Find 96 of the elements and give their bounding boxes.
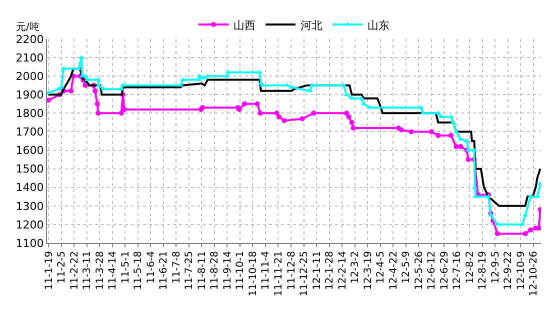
point (494, 231, 500, 236)
x-tick-label: 11-1-19 (44, 251, 55, 290)
x-tick-label: 12-1-28 (324, 251, 336, 290)
y-tick-label: 1600 (16, 144, 44, 158)
x-tick-label: 12-6-29 (439, 251, 450, 290)
x-tick-label: 11-10-1 (235, 251, 246, 290)
x-tick-label: 11-8-11 (196, 251, 208, 290)
line-series (47, 74, 541, 236)
x-tick-label: 11-3-28 (94, 251, 106, 290)
point (350, 126, 356, 131)
point (242, 101, 247, 106)
x-tick-label: 12-9-5 (490, 251, 502, 284)
point (95, 77, 101, 82)
point (92, 88, 98, 94)
x-tick-label: 12-4-22 (388, 251, 400, 290)
x-tick-label: 11-5-18 (133, 251, 144, 290)
x-tick-label: 12-4-5 (376, 251, 387, 284)
legend-label: 河北 (300, 18, 322, 32)
y-tick-label: 2100 (16, 51, 44, 64)
point (528, 228, 533, 233)
y-axis-title: 元/吨 (16, 21, 40, 33)
x-tick-label: 12-9-22 (503, 251, 514, 290)
point (358, 96, 364, 100)
x-tick-label: 11-8-28 (210, 251, 221, 290)
point (522, 231, 528, 236)
point (344, 110, 350, 116)
point (408, 129, 414, 134)
x-tick-label: 12-5-26 (414, 251, 425, 290)
y-tick-label: 2200 (16, 32, 44, 46)
x-tick-label: 11-2-5 (56, 251, 68, 284)
x-tick-label: 12-7-16 (452, 251, 464, 290)
point (274, 110, 280, 116)
x-tick-label: 12-1-11 (312, 251, 323, 290)
point (94, 101, 100, 106)
point (256, 70, 262, 74)
x-tick-label: 11-7-25 (184, 251, 196, 290)
point (82, 82, 88, 88)
x-tick-label: 11-7-8 (171, 251, 182, 284)
point (47, 98, 51, 103)
point (96, 110, 101, 116)
x-tick-label: 11-3-11 (82, 251, 94, 290)
x-tick-label: 11-4-14 (108, 251, 119, 290)
point (349, 120, 354, 125)
x-tick-label: 11-12-25 (299, 251, 310, 296)
legend-label: 山东 (368, 18, 390, 32)
point (428, 129, 434, 134)
x-tick-label: 11-11-21 (273, 251, 284, 296)
point (180, 77, 186, 82)
x-tick-label: 11-2-22 (69, 251, 80, 290)
x-tick-label: 11-6-4 (146, 251, 157, 284)
x-tick-label: 11-5-1 (120, 251, 132, 284)
point (225, 70, 231, 74)
x-tick-label: 12-8-19 (478, 251, 489, 290)
y-tick-label: 1200 (16, 218, 44, 232)
x-tick-label: 12-2-14 (337, 251, 348, 290)
point (448, 132, 454, 138)
x-tick-label: 11-11-4 (260, 251, 272, 290)
point (276, 114, 282, 120)
y-tick-label: 1300 (16, 200, 44, 213)
point (118, 110, 124, 116)
x-tick-label: 12-8-2 (464, 251, 476, 284)
x-tick-label: 12-6-12 (426, 251, 438, 290)
y-tick-label: 1800 (16, 107, 44, 120)
point (311, 110, 316, 116)
point (448, 114, 454, 118)
point (309, 82, 315, 87)
line-series (48, 68, 541, 207)
point (68, 88, 74, 94)
point (458, 144, 464, 150)
point (436, 132, 441, 138)
point (84, 77, 90, 82)
x-tick-label: 11-12-8 (286, 251, 298, 290)
point (346, 114, 352, 120)
point (258, 110, 263, 116)
x-tick-label: 12-10-26 (528, 251, 540, 296)
point (466, 157, 471, 162)
point (340, 82, 346, 87)
x-tick-label: 12-3-19 (362, 251, 374, 290)
point (254, 101, 260, 106)
point (398, 127, 404, 132)
y-tick-label: 1700 (16, 126, 44, 139)
x-tick-label: 11-9-14 (222, 251, 234, 290)
x-tick-label: 11-10-18 (248, 251, 259, 296)
x-tick-label: 11-6-21 (158, 251, 170, 290)
y-tick-label: 1100 (16, 236, 44, 250)
y-tick-label: 1900 (16, 88, 44, 102)
point (300, 116, 305, 122)
point (454, 144, 459, 150)
x-tick-label: 12-5-9 (401, 251, 412, 284)
legend-label: 山西 (234, 18, 256, 32)
point (282, 118, 287, 124)
x-tick-label: 12-10-9 (516, 251, 527, 290)
y-tick-label: 2000 (16, 70, 44, 83)
y-tick-label: 1500 (16, 162, 44, 176)
y-tick-label: 1400 (16, 181, 44, 194)
x-tick-label: 12-3-2 (350, 251, 362, 284)
